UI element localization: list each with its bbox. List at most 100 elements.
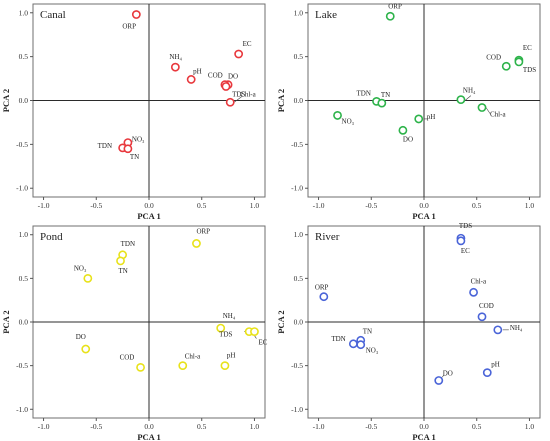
point-label: EC (461, 247, 470, 255)
data-point-ec (250, 327, 259, 336)
x-tick-label: -1.0 (313, 201, 325, 210)
point-label: TN (363, 327, 372, 335)
x-axis-label: PCA 1 (137, 432, 160, 441)
data-point-cod (501, 61, 511, 71)
point-label: NO₃ (74, 264, 87, 272)
data-point-tn (123, 144, 133, 154)
x-tick-label: -1.0 (313, 422, 325, 431)
y-tick-label: 0.5 (294, 274, 304, 283)
y-tick-label: 0.0 (19, 318, 29, 327)
point-label: TN (381, 91, 390, 99)
data-point-ec (234, 49, 244, 59)
point-label: Chl-a (185, 353, 201, 361)
panel-title: Lake (315, 9, 337, 21)
y-tick-label: 1.0 (294, 230, 304, 239)
y-tick-label: -0.5 (16, 361, 28, 370)
point-label: Chl-a (240, 90, 256, 98)
data-point-nh (493, 325, 503, 335)
data-point-do (434, 376, 444, 385)
x-tick-label: 0.0 (419, 201, 429, 210)
panel-title: Canal (40, 9, 66, 21)
data-point-tn (116, 256, 125, 266)
point-label: EC (258, 339, 267, 347)
x-tick-label: 1.0 (250, 201, 260, 210)
y-tick-label: -1.0 (291, 184, 303, 193)
x-tick-label: 0.5 (197, 422, 207, 431)
point-label: COD (120, 353, 135, 361)
x-tick-label: -1.0 (38, 422, 50, 431)
x-tick-label: 0.0 (144, 201, 154, 210)
point-label: TDS (232, 91, 245, 99)
point-label: NH₄ (169, 53, 182, 61)
data-point-chla (178, 361, 188, 371)
panel-lake: -1.0 -0.5 0.0 0.5 1.0 1.0 0.5 0.0 -0.5 -1.0 PCA 1 P… (276, 2, 541, 221)
data-point-no (333, 111, 342, 120)
y-tick-label: 0.0 (19, 96, 29, 105)
point-label: ORP (122, 23, 136, 31)
data-point-do (398, 125, 408, 135)
point-label: Chl-a (471, 277, 487, 285)
point-label: TDN (98, 142, 112, 150)
y-tick-label: 0.5 (294, 52, 304, 61)
data-point-ph (220, 361, 230, 371)
data-point-ec (456, 236, 466, 246)
y-tick-label: -0.5 (291, 140, 303, 149)
point-label: pH (491, 361, 500, 369)
point-label: NO₃ (366, 347, 379, 355)
y-axis-label: PCA 2 (1, 310, 11, 333)
data-point-do (221, 82, 231, 91)
data-point-nh (170, 62, 180, 72)
data-point-ph (186, 75, 196, 84)
data-point-no (83, 273, 93, 283)
x-tick-label: 1.0 (525, 201, 535, 210)
x-axis-label: PCA 1 (412, 432, 435, 441)
data-point-nh (216, 323, 226, 333)
y-tick-label: -1.0 (291, 405, 303, 414)
y-tick-label: 1.0 (19, 230, 29, 239)
x-tick-label: 1.0 (250, 422, 260, 431)
panel-pond: -1.0 -0.5 0.0 0.5 1.0 1.0 0.5 0.0 -0.5 -1.0 PCA 1 P… (1, 225, 268, 441)
x-tick-label: -1.0 (38, 201, 50, 210)
x-tick-label: 0.0 (419, 422, 429, 431)
x-tick-label: 1.0 (525, 422, 535, 431)
y-tick-label: 0.5 (19, 274, 29, 283)
point-label: NO₃ (342, 117, 355, 125)
point-label: TN (119, 267, 128, 275)
data-point-orp (192, 239, 201, 248)
point-label: NH₄ (463, 87, 476, 95)
point-label: COD (479, 302, 494, 310)
point-label: pH (227, 352, 236, 360)
data-point-chla (477, 103, 487, 112)
point-label: COD (486, 53, 501, 61)
data-point-ph (482, 368, 492, 378)
point-label: NH₄ (223, 312, 236, 320)
y-tick-label: -1.0 (16, 184, 28, 193)
point-label: COD (208, 72, 223, 80)
point-label: EC (523, 44, 532, 52)
panel-title: Pond (40, 231, 63, 243)
point-label: NO₃ (132, 136, 145, 144)
y-tick-label: -1.0 (16, 405, 28, 414)
data-point-tdn (348, 339, 358, 349)
label-leader-line (234, 96, 243, 103)
point-label: ORP (315, 284, 329, 292)
point-label: DO (443, 369, 453, 377)
y-axis-label: PCA 2 (1, 89, 11, 112)
point-label: TDN (357, 89, 371, 97)
x-axis-label: PCA 1 (137, 211, 160, 221)
y-tick-label: 0.0 (294, 318, 304, 327)
x-tick-label: -0.5 (365, 422, 377, 431)
data-point-orp (385, 11, 395, 21)
x-tick-label: 0.5 (197, 201, 207, 210)
data-point-ph (414, 114, 424, 124)
point-label: DO (76, 333, 86, 341)
point-label: DO (403, 135, 413, 143)
point-label: NH₄ (510, 324, 523, 332)
point-label: EC (243, 40, 252, 48)
x-tick-label: 0.5 (472, 201, 482, 210)
point-label: TDN (331, 335, 345, 343)
point-label: TDS (523, 66, 536, 74)
x-tick-label: 0.0 (144, 422, 154, 431)
point-label: Chl-a (490, 111, 506, 119)
